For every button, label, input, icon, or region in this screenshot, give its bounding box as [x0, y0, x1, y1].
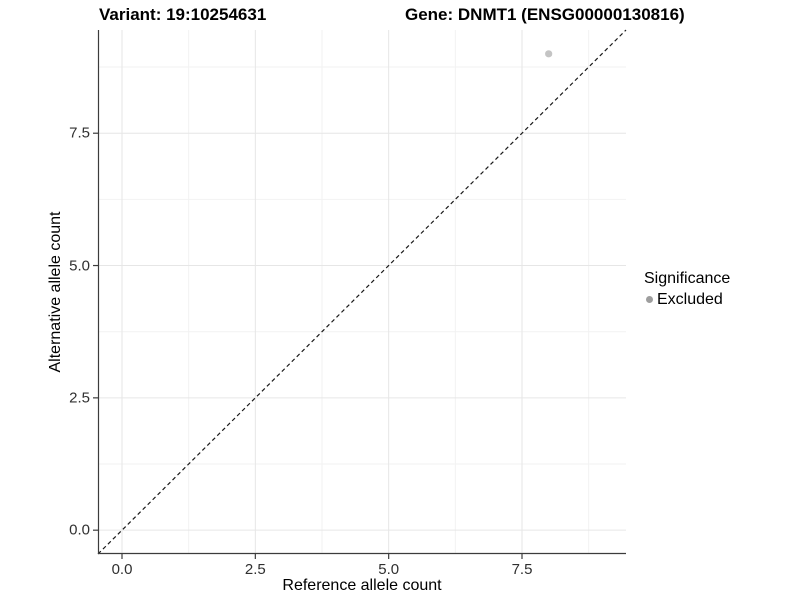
data-point [545, 50, 553, 58]
legend: Significance Excluded [644, 269, 730, 309]
x-tick-label: 7.5 [511, 561, 533, 578]
y-axis-title: Alternative allele count [47, 211, 64, 373]
gene-title: Gene: DNMT1 (ENSG00000130816) [405, 5, 685, 24]
plot-panel [93, 29, 627, 559]
legend-point-icon [646, 296, 653, 303]
x-tick-label: 0.0 [111, 561, 133, 578]
y-tick-label: 5.0 [69, 257, 90, 275]
x-tick-label: 2.5 [244, 561, 266, 578]
y-tick-label: 7.5 [69, 124, 90, 142]
y-tick-label: 2.5 [69, 389, 90, 407]
y-tick-label: 0.0 [69, 521, 90, 539]
x-tick-label: 5.0 [378, 561, 400, 578]
x-axis-title: Reference allele count [282, 577, 442, 594]
variant-title: Variant: 19:10254631 [99, 5, 267, 24]
legend-item-excluded: Excluded [644, 290, 730, 309]
identity-dashed-line [97, 29, 627, 555]
legend-title: Significance [644, 270, 731, 287]
legend-item-label: Excluded [657, 291, 723, 308]
